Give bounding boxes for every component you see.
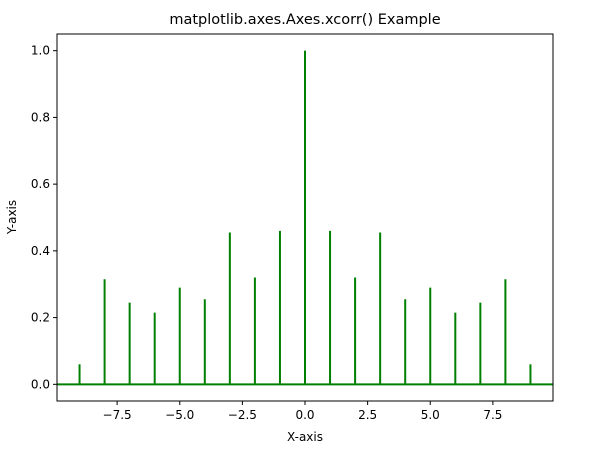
x-tick-label: 2.5 (358, 408, 377, 422)
y-tick-label: 0.8 (31, 110, 50, 124)
x-tick-label: −2.5 (228, 408, 257, 422)
chart-title: matplotlib.axes.Axes.xcorr() Example (169, 12, 440, 28)
x-tick-label: 7.5 (483, 408, 502, 422)
y-axis-label: Y-axis (5, 200, 19, 235)
x-axis-label: X-axis (287, 430, 323, 444)
x-tick-label: 0.0 (295, 408, 314, 422)
y-tick-label: 0.0 (31, 377, 50, 391)
y-tick-label: 1.0 (31, 44, 50, 58)
y-tick-label: 0.4 (31, 244, 50, 258)
plot-area (56, 33, 554, 402)
x-axis: −7.5 −5.0 −2.5 0.0 2.5 5.0 7.5 (103, 401, 502, 422)
y-tick-label: 0.6 (31, 177, 50, 191)
x-tick-label: 5.0 (421, 408, 440, 422)
stem-series (78, 50, 532, 385)
x-tick-label: −5.0 (165, 408, 194, 422)
y-axis: 0.0 0.2 0.4 0.6 0.8 1.0 (31, 44, 57, 391)
x-tick-label: −7.5 (103, 408, 132, 422)
y-tick-label: 0.2 (31, 311, 50, 325)
